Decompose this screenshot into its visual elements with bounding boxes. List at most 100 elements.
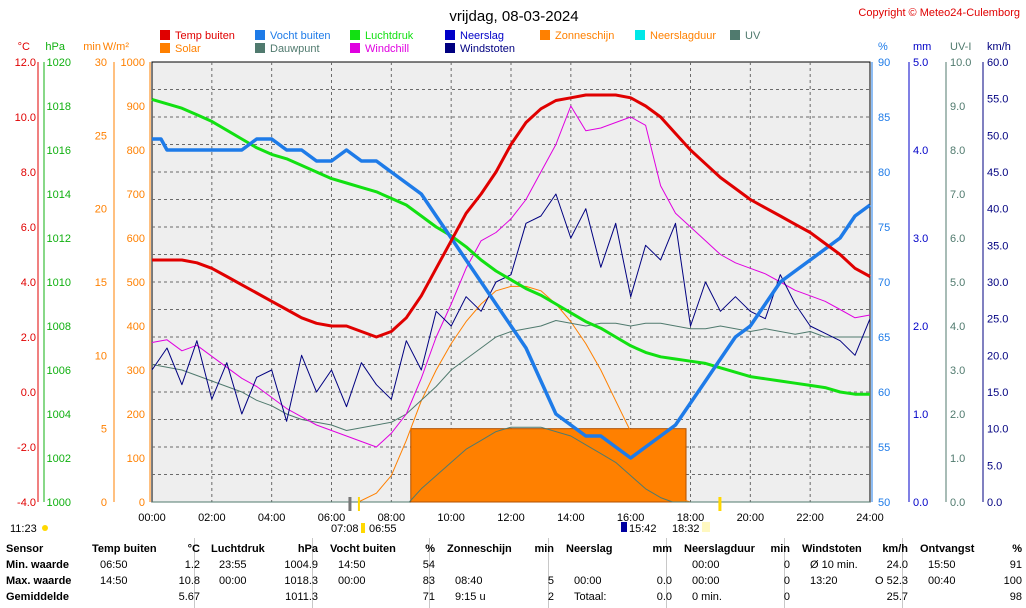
time-tick-label: 12:00 — [497, 512, 525, 524]
series-line-windchill — [151, 105, 871, 448]
time-tick-label: 24:00 — [856, 512, 884, 524]
time-tick-label: 04:00 — [258, 512, 286, 524]
minutes-tick-label: 5 — [101, 424, 107, 436]
temp-tick-label: 12.0 — [15, 57, 36, 69]
time-tick-label: 18:00 — [677, 512, 705, 524]
table-cell-time: 00:00 — [692, 575, 720, 587]
rain-axis-unit: mm — [913, 41, 931, 53]
legend-label: Neerslagduur — [650, 30, 716, 42]
table-cell-time: 00:00 — [219, 575, 247, 587]
table-divider — [194, 538, 195, 608]
time-tick-label: 22:00 — [796, 512, 824, 524]
time-tick-label: 14:00 — [557, 512, 585, 524]
table-cell-value: 54 — [422, 559, 435, 571]
table-cell-time: Ø 10 min. — [810, 559, 858, 571]
rain-tick-label: 2.0 — [913, 321, 928, 333]
legend-swatch — [160, 30, 170, 40]
wind-tick-label: 55.0 — [987, 94, 1008, 106]
right-axes: % 90 85 80 75 70 65 60 55 50 mm 5.0 4.0 3.0 2.0 1.0 0.0 U… — [871, 41, 1011, 509]
table-header: Neerslag — [566, 543, 613, 555]
sunrise-marker — [357, 497, 360, 511]
pressure-tick-label: 1020 — [47, 57, 71, 69]
table-cell-value: 0 — [783, 575, 790, 587]
weather-chart: vrijdag, 08-03-2024 Copyright © Meteo24-… — [10, 7, 1020, 535]
table-cell-time: 00:40 — [928, 575, 956, 587]
rain-tick-label: 0.0 — [913, 497, 928, 509]
pressure-tick-label: 1014 — [47, 189, 71, 201]
legend-label: Neerslag — [460, 30, 504, 42]
humidity-tick-label: 55 — [878, 442, 890, 454]
uv-tick-label: 5.0 — [950, 277, 965, 289]
sunshine-area — [410, 428, 687, 503]
table-header-unit: min — [770, 543, 790, 555]
uv-tick-label: 9.0 — [950, 101, 965, 113]
time-axis: 00:00 02:00 04:00 06:00 08:00 10:00 12:00 14:00… — [138, 512, 884, 524]
temp-tick-label: -4.0 — [17, 497, 36, 509]
table-cell-value: O 52.3 — [874, 575, 908, 587]
civil-dawn-marker — [348, 497, 352, 511]
wind-tick-label: 50.0 — [987, 130, 1008, 142]
legend-swatch — [255, 43, 265, 53]
table-row-label: Min. waarde — [6, 559, 69, 571]
table-cell-value: 0.0 — [656, 575, 672, 587]
table-row-label: Gemiddelde — [6, 591, 69, 603]
civil-dusk-marker — [718, 497, 722, 511]
uv-tick-label: 8.0 — [950, 145, 965, 157]
stats-table: Sensor Temp buiten °C Luchtdruk hPa Vocht bui… — [0, 538, 1026, 608]
rain-tick-label: 1.0 — [913, 409, 928, 421]
table-divider — [548, 538, 549, 608]
table-divider — [429, 538, 430, 608]
solar-noon-icon — [621, 522, 627, 532]
table-cell-time: 00:00 — [692, 559, 720, 571]
uv-axis-unit: UV-I — [950, 41, 971, 53]
legend-label: Dauwpunt — [270, 43, 320, 55]
time-tick-label: 08:00 — [378, 512, 406, 524]
pressure-tick-label: 1006 — [47, 365, 71, 377]
series-line-temp-buiten — [152, 93, 871, 339]
time-tick-label: 06:00 — [318, 512, 346, 524]
minutes-tick-label: 10 — [95, 350, 107, 362]
time-tick-label: 16:00 — [617, 512, 645, 524]
minutes-tick-label: 15 — [95, 277, 107, 289]
humidity-tick-label: 50 — [878, 497, 890, 509]
pressure-tick-label: 1008 — [47, 321, 71, 333]
humidity-axis-unit: % — [878, 41, 888, 53]
table-divider — [784, 538, 785, 608]
uv-tick-label: 1.0 — [950, 453, 965, 465]
solar-tick-label: 600 — [127, 233, 145, 245]
legend-label: Vocht buiten — [270, 30, 331, 42]
temp-tick-label: 8.0 — [21, 167, 36, 179]
table-header: Ontvangst — [920, 543, 975, 555]
table-row-label: Max. waarde — [6, 575, 72, 587]
table-cell-time: 0 min. — [692, 591, 722, 603]
pressure-axis-unit: hPa — [45, 41, 65, 53]
legend-label: Windchill — [365, 43, 409, 55]
time-tick-label: 02:00 — [198, 512, 226, 524]
humidity-tick-label: 75 — [878, 222, 890, 234]
wind-axis-unit: km/h — [987, 41, 1011, 53]
legend-swatch — [445, 30, 455, 40]
uv-tick-label: 0.0 — [950, 497, 965, 509]
table-cell-value: 83 — [422, 575, 435, 587]
series-line-uv — [152, 426, 870, 503]
table-header: Sensor — [6, 543, 44, 555]
table-header-unit: mm — [652, 543, 672, 555]
time-tick-label: 00:00 — [138, 512, 166, 524]
sunrise-label: 07:08 — [331, 523, 359, 535]
sunshine-bar — [410, 428, 687, 503]
legend-label: Luchtdruk — [365, 30, 414, 42]
table-cell-value: 10.8 — [178, 575, 200, 587]
table-divider — [312, 538, 313, 608]
left-axes: °C12.010.08.06.04.02.00.0-2.0-4.0hPa1020… — [15, 41, 151, 509]
table-cell-value: 24.0 — [886, 559, 908, 571]
sunrise-line-label: 06:55 — [369, 523, 397, 535]
temp-axis-unit: °C — [18, 41, 30, 53]
table-header: Vocht buiten — [330, 543, 396, 555]
sunset-label: 18:32 — [672, 523, 700, 535]
pressure-tick-label: 1010 — [47, 277, 71, 289]
legend-swatch — [445, 43, 455, 53]
chart-legend: Temp buiten Vocht buiten Luchtdruk Neerslag… — [160, 30, 761, 55]
table-cell-time: 14:50 — [338, 559, 366, 571]
table-cell-time: 13:20 — [810, 575, 838, 587]
table-cell-value: 5 — [547, 575, 554, 587]
